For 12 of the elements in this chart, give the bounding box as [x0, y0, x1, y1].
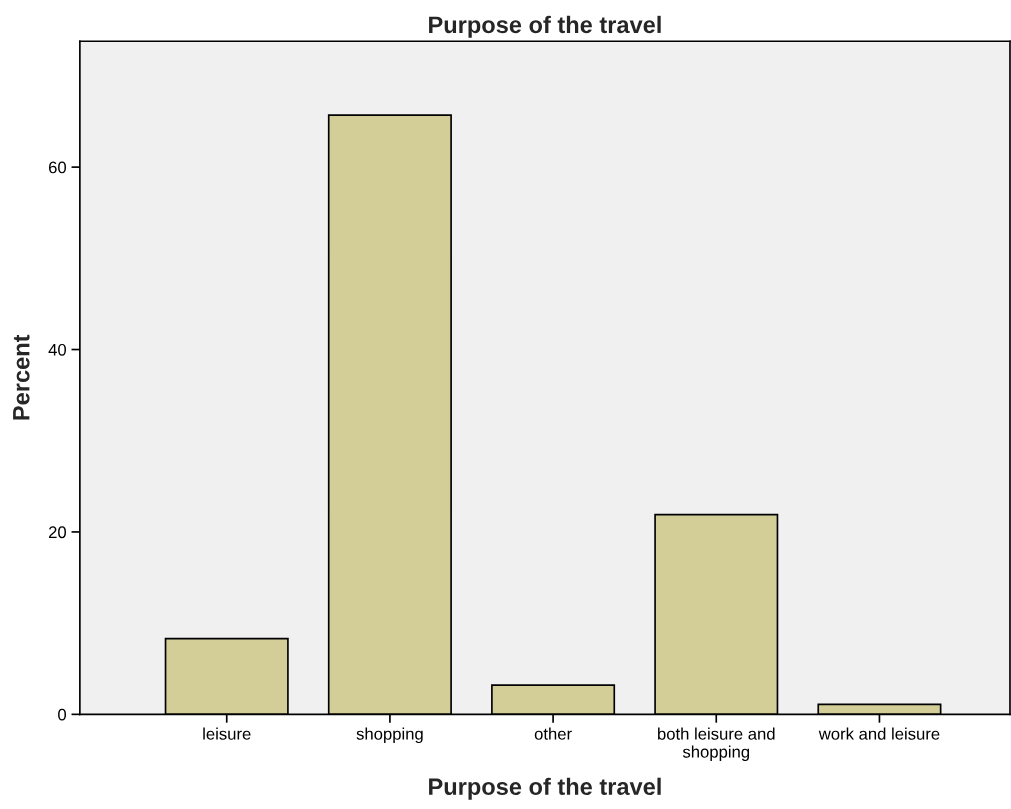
x-tick-label: leisure — [203, 727, 251, 740]
x-tick-label: work and leisure — [818, 727, 940, 740]
chart-title: Purpose of the travel — [429, 15, 661, 38]
x-tick-label: other — [534, 727, 572, 740]
y-axis-title: Percent — [13, 334, 30, 420]
x-tick-label: both leisure and shopping — [658, 727, 775, 762]
x-axis-title: Purpose of the travel — [429, 777, 661, 800]
y-tick-label: 60 — [48, 161, 67, 174]
y-tick-label: 40 — [48, 343, 67, 356]
y-tick-label: 20 — [48, 526, 67, 539]
y-tick-label: 0 — [58, 708, 67, 721]
x-tick-label: shopping — [356, 727, 423, 744]
